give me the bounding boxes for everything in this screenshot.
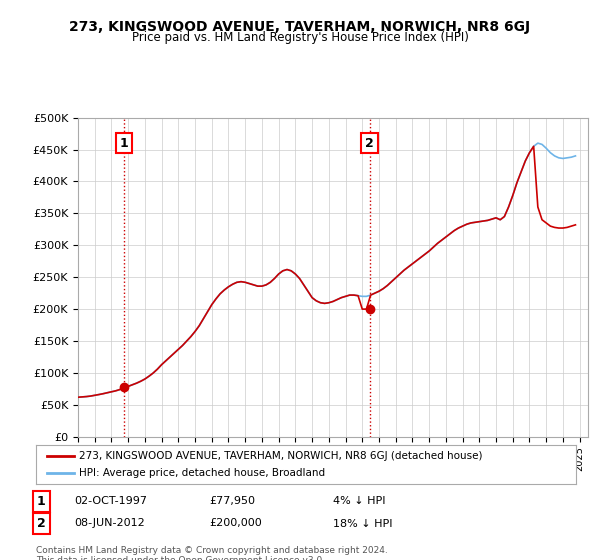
Text: 2: 2 — [365, 137, 374, 150]
Text: 4% ↓ HPI: 4% ↓ HPI — [333, 496, 386, 506]
Text: Price paid vs. HM Land Registry's House Price Index (HPI): Price paid vs. HM Land Registry's House … — [131, 31, 469, 44]
Text: 273, KINGSWOOD AVENUE, TAVERHAM, NORWICH, NR8 6GJ (detached house): 273, KINGSWOOD AVENUE, TAVERHAM, NORWICH… — [79, 451, 482, 461]
Text: Contains HM Land Registry data © Crown copyright and database right 2024.
This d: Contains HM Land Registry data © Crown c… — [36, 546, 388, 560]
Text: 08-JUN-2012: 08-JUN-2012 — [74, 519, 145, 529]
Text: £77,950: £77,950 — [209, 496, 255, 506]
Text: 1: 1 — [119, 137, 128, 150]
Text: 1: 1 — [37, 495, 46, 508]
Text: £200,000: £200,000 — [209, 519, 262, 529]
Text: HPI: Average price, detached house, Broadland: HPI: Average price, detached house, Broa… — [79, 468, 325, 478]
Text: 02-OCT-1997: 02-OCT-1997 — [74, 496, 147, 506]
Text: 2: 2 — [37, 517, 46, 530]
Text: 18% ↓ HPI: 18% ↓ HPI — [333, 519, 392, 529]
Text: 273, KINGSWOOD AVENUE, TAVERHAM, NORWICH, NR8 6GJ: 273, KINGSWOOD AVENUE, TAVERHAM, NORWICH… — [70, 20, 530, 34]
